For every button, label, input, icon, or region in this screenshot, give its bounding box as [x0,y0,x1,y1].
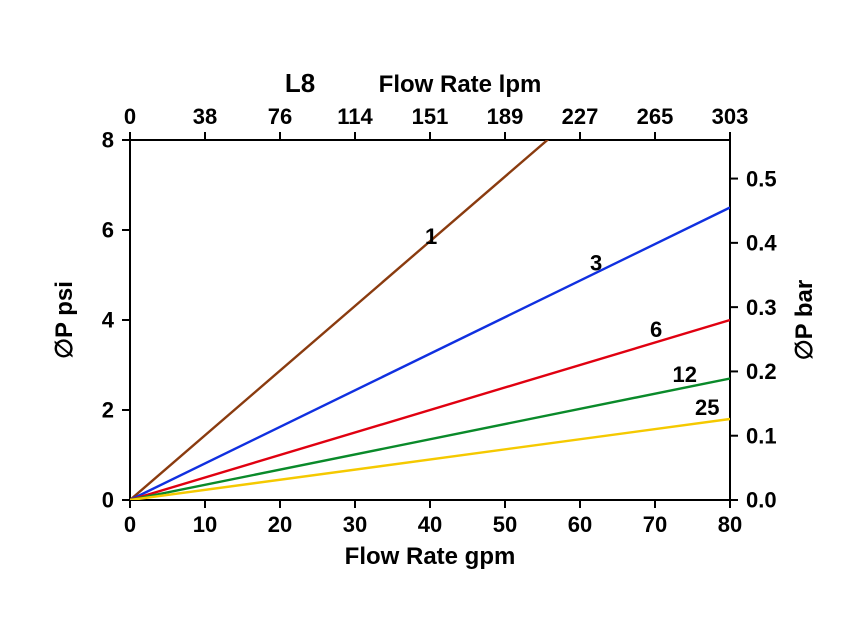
yr-tick-3: 0.3 [746,295,777,320]
xb-tick-1: 10 [193,512,217,537]
series-label-12: 12 [673,362,697,387]
xb-tick-6: 60 [568,512,592,537]
x-bottom-label: Flow Rate gpm [345,543,516,570]
yr-tick-2: 0.2 [746,359,777,384]
series-label-25: 25 [695,395,719,420]
yl-tick-2: 4 [102,308,115,333]
xt-tick-3: 114 [337,104,373,129]
xb-tick-4: 40 [418,512,442,537]
xt-tick-1: 38 [193,104,217,129]
yl-tick-3: 6 [102,218,114,243]
xt-tick-4: 151 [412,104,449,129]
yr-tick-5: 0.5 [746,166,777,191]
series-label-1: 1 [425,224,437,249]
xb-tick-8: 80 [718,512,742,537]
yl-tick-0: 0 [102,488,114,513]
xb-tick-3: 30 [343,512,367,537]
yr-tick-1: 0.1 [746,423,777,448]
xt-tick-5: 189 [487,104,524,129]
xt-tick-7: 265 [637,104,674,129]
xb-tick-5: 50 [493,512,517,537]
yr-tick-0: 0.0 [746,488,777,513]
y-left-label: ∅P psi [51,281,78,359]
yl-tick-4: 8 [102,128,114,153]
series-label-6: 6 [650,317,662,342]
xt-tick-0: 0 [124,104,136,129]
xt-tick-6: 227 [562,104,599,129]
chart-svg: 0102030405060708003876114151189227265303… [0,0,844,640]
pressure-drop-chart: 0102030405060708003876114151189227265303… [0,0,844,640]
xb-tick-2: 20 [268,512,292,537]
xb-tick-0: 0 [124,512,136,537]
y-right-label: ∅P bar [791,280,818,361]
xt-tick-8: 303 [712,104,749,129]
xb-tick-7: 70 [643,512,667,537]
yr-tick-4: 0.4 [746,231,777,256]
xt-tick-2: 76 [268,104,292,129]
x-top-label: Flow Rate lpm [379,71,542,98]
series-label-3: 3 [590,251,602,276]
model-label: L8 [285,68,315,98]
yl-tick-1: 2 [102,398,114,423]
